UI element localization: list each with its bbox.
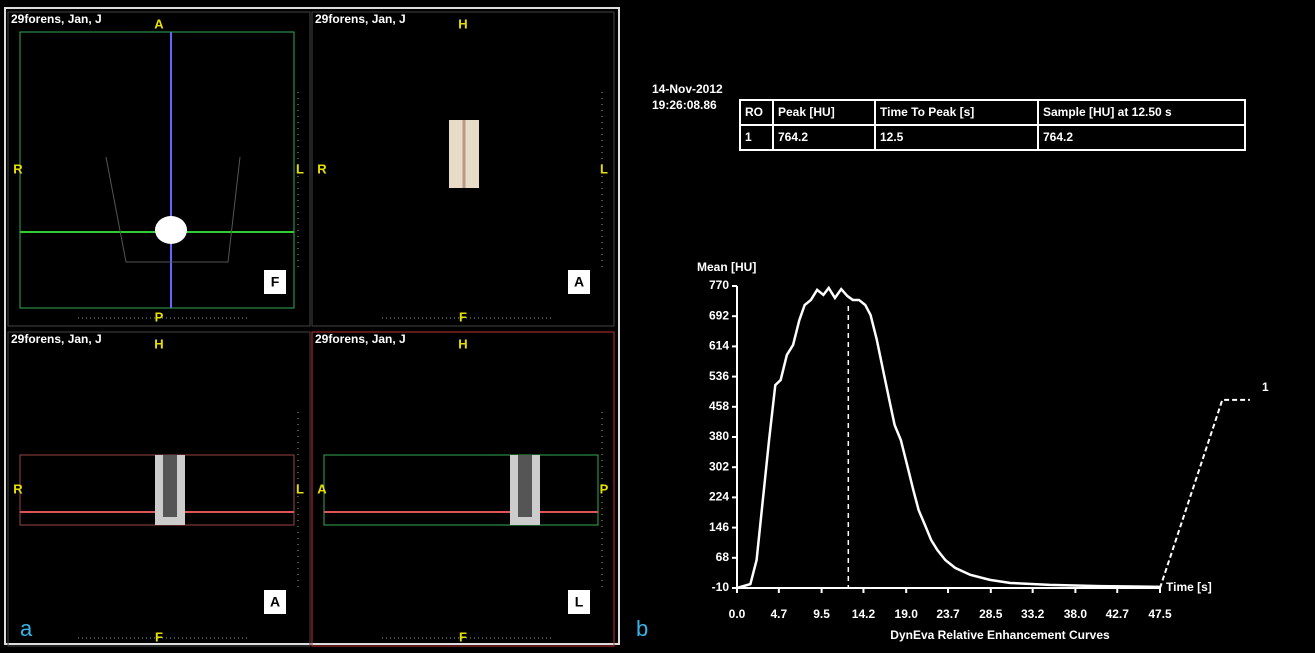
y-tick-label: 614 <box>709 339 729 353</box>
y-tick-label: 692 <box>709 308 729 322</box>
y-axis-title: Mean [HU] <box>697 260 756 274</box>
pane-border <box>311 331 615 647</box>
x-tick-label: 4.7 <box>771 607 788 621</box>
table-cell: 764.2 <box>778 130 808 144</box>
y-tick-label: -10 <box>712 580 730 594</box>
orientation: R <box>13 481 23 496</box>
y-tick-label: 302 <box>709 459 729 473</box>
x-tick-label: 19.0 <box>895 607 919 621</box>
table-cell: 1 <box>745 130 752 144</box>
legend-label: 1 <box>1262 380 1269 394</box>
y-tick-label: 458 <box>709 399 729 413</box>
view-badge-label: F <box>271 274 280 290</box>
patient-name: 29forens, Jan, J <box>315 332 406 346</box>
sample <box>155 216 187 244</box>
orientation: A <box>317 481 327 496</box>
orientation: H <box>458 16 467 31</box>
x-tick-label: 14.2 <box>852 607 876 621</box>
orientation: R <box>317 161 327 176</box>
curve <box>736 285 1161 590</box>
sample-core <box>518 455 532 517</box>
panel-label: a <box>20 616 33 641</box>
curve-tail <box>1159 398 1250 589</box>
orientation: F <box>459 309 467 324</box>
time: 19:26:08.86 <box>652 98 717 112</box>
y-tick-label: 146 <box>709 520 729 534</box>
table-header: Peak [HU] <box>778 105 835 119</box>
x-tick-label: 23.7 <box>936 607 960 621</box>
patient-name: 29forens, Jan, J <box>11 332 102 346</box>
y-tick-label: 536 <box>709 369 729 383</box>
orientation: H <box>154 336 163 351</box>
patient-name: 29forens, Jan, J <box>11 12 102 26</box>
y-tick-label: 770 <box>709 278 729 292</box>
table-header: Sample [HU] at 12.50 s <box>1043 105 1172 119</box>
orientation: A <box>154 16 164 31</box>
x-axis-title: Time [s] <box>1166 580 1212 594</box>
chart-caption: DynEva Relative Enhancement Curves <box>890 628 1110 642</box>
volume-box <box>323 454 599 526</box>
orientation: L <box>296 481 304 496</box>
x-tick-label: 38.0 <box>1064 607 1088 621</box>
view-badge <box>568 270 590 294</box>
x-tick-label: 47.5 <box>1148 607 1172 621</box>
orientation: F <box>459 629 467 644</box>
x-tick-label: 0.0 <box>729 607 746 621</box>
orientation: F <box>155 629 163 644</box>
panel-label: b <box>636 616 648 641</box>
x-tick-label: 9.5 <box>813 607 830 621</box>
patient-name: 29forens, Jan, J <box>315 12 406 26</box>
x-tick-label: 33.2 <box>1021 607 1045 621</box>
y-tick-label: 224 <box>709 490 729 504</box>
orientation: R <box>13 161 23 176</box>
date: 14-Nov-2012 <box>652 82 723 96</box>
pane-border <box>7 11 311 327</box>
orientation: P <box>155 309 164 324</box>
view-badge-label: A <box>574 274 584 290</box>
view-badge <box>264 590 286 614</box>
orientation: L <box>296 161 304 176</box>
table-cell: 764.2 <box>1043 130 1073 144</box>
orientation: H <box>458 336 467 351</box>
table-cell: 12.5 <box>880 130 904 144</box>
x-tick-label: 28.5 <box>979 607 1003 621</box>
view-badge <box>264 270 286 294</box>
y-tick-label: 380 <box>709 429 729 443</box>
pane-border <box>311 11 615 327</box>
pane-border <box>7 331 311 647</box>
y-tick-label: 68 <box>716 550 730 564</box>
view-badge-label: L <box>575 594 584 610</box>
x-tick-label: 42.7 <box>1106 607 1130 621</box>
table-header: RO <box>745 105 763 119</box>
volume-box <box>19 31 295 309</box>
table-header: Time To Peak [s] <box>880 105 974 119</box>
view-badge-label: A <box>270 594 280 610</box>
view-badge <box>568 590 590 614</box>
sample-core <box>163 455 177 517</box>
orientation: L <box>600 161 608 176</box>
outline <box>105 156 241 263</box>
orientation: P <box>600 481 609 496</box>
